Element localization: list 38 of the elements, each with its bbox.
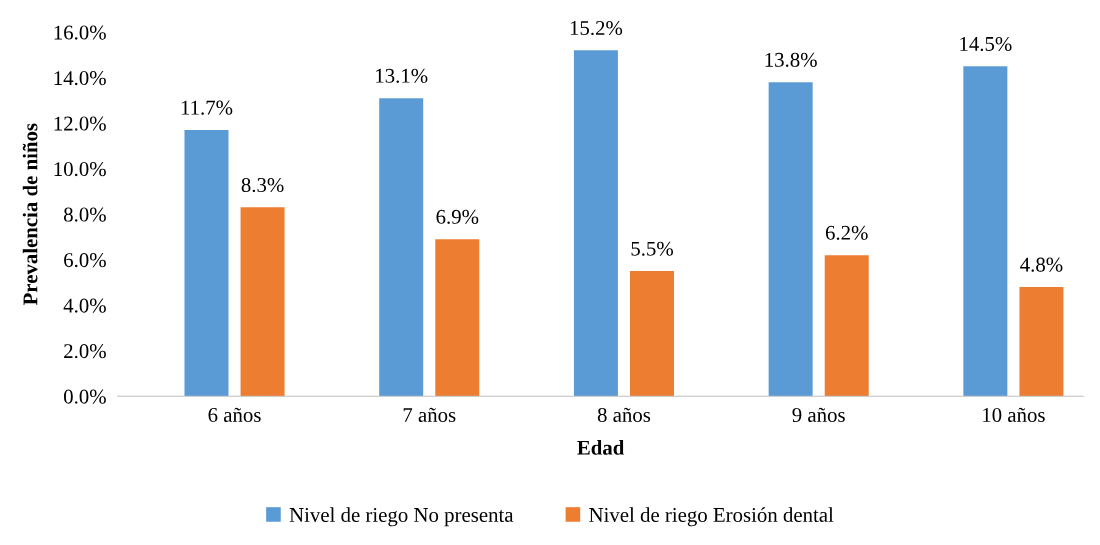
data-label: 15.2% (570, 20, 623, 36)
bar (573, 50, 618, 397)
data-label: 5.5% (631, 241, 673, 256)
data-label: 8.3% (241, 177, 284, 193)
data-label: 6.9% (436, 209, 479, 224)
data-label: 14.5% (960, 36, 1012, 52)
y-tick-label: 16.0% (54, 25, 106, 40)
x-tick-label: 7 años (403, 407, 456, 422)
bar (963, 66, 1008, 397)
x-tick-label: 10 años (983, 407, 1045, 422)
x-tick-label: 6 años (208, 407, 261, 422)
data-label: 4.8% (1020, 257, 1063, 272)
legend-label: Nivel de riego Erosión dental (589, 507, 834, 527)
legend-label: Nivel de riego No presenta (289, 507, 514, 527)
y-tick-label: 2.0% (64, 344, 106, 359)
bar (824, 255, 869, 397)
data-label: 6.2% (825, 225, 868, 240)
x-tick-label: 8 años (597, 407, 651, 422)
y-tick-label: 0.0% (63, 389, 106, 404)
bar (240, 207, 285, 397)
y-tick-label: 14.0% (54, 71, 106, 86)
y-tick-label: 8.0% (63, 207, 106, 222)
y-tick-label: 12.0% (54, 116, 106, 131)
y-axis-title: Prevalencia de niños (22, 123, 38, 306)
y-tick-label: 6.0% (64, 253, 106, 268)
data-label: 11.7% (181, 100, 233, 115)
y-tick-label: 10.0% (54, 162, 106, 177)
x-axis-title: Edad (577, 440, 625, 455)
bar (379, 98, 424, 397)
x-tick-label: 9 años (792, 407, 845, 422)
bar (184, 130, 229, 397)
data-label: 13.1% (376, 68, 428, 83)
data-label: 13.8% (765, 52, 817, 67)
bar (768, 82, 813, 397)
bar (630, 271, 675, 397)
y-tick-label: 4.0% (63, 298, 106, 313)
bar (435, 239, 480, 397)
bar (1019, 287, 1064, 397)
